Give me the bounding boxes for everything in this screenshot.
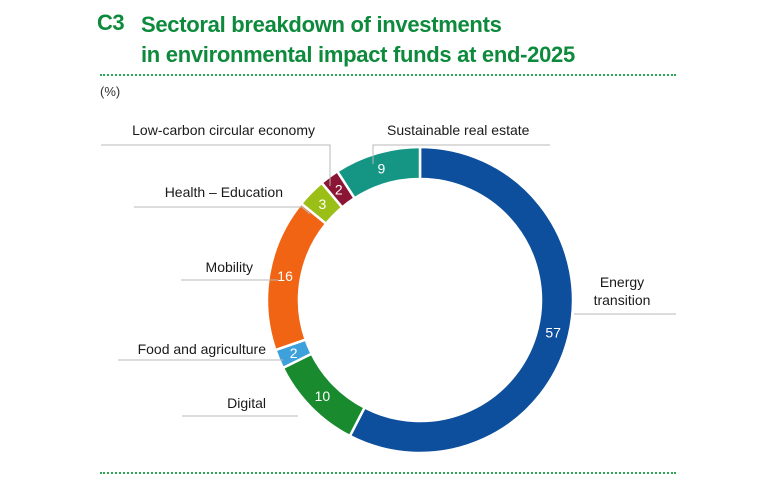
category-label-low-carbon-circular-economy: Low-carbon circular economy <box>132 122 315 138</box>
category-label-line: Sustainable real estate <box>387 122 530 138</box>
value-label-food-and-agriculture: 2 <box>290 345 298 361</box>
category-label-line: Low-carbon circular economy <box>132 122 315 138</box>
category-label-digital: Digital <box>227 395 266 411</box>
slice-sustainable-real-estate <box>335 145 422 200</box>
category-label-mobility: Mobility <box>206 259 253 275</box>
value-label-mobility: 16 <box>277 268 293 284</box>
category-label-line: Digital <box>227 395 266 411</box>
category-label-sustainable-real-estate: Sustainable real estate <box>387 122 530 138</box>
value-label-sustainable-real-estate: 9 <box>378 161 386 177</box>
chart-title-line-2: in environmental impact funds at end-202… <box>141 42 575 67</box>
slice-energy-transition <box>348 145 575 455</box>
value-label-energy-transition: 57 <box>545 324 561 340</box>
category-label-food-and-agriculture: Food and agriculture <box>138 341 267 357</box>
chart-number: C3 <box>97 10 125 35</box>
value-label-low-carbon-circular-economy: 2 <box>335 182 343 198</box>
category-label-line: transition <box>594 292 651 308</box>
category-label-line: Mobility <box>206 259 253 275</box>
value-label-digital: 10 <box>315 388 331 404</box>
bottom-divider <box>100 472 676 474</box>
category-labels: Energy transition Digital Food and agricult… <box>132 122 650 411</box>
category-label-line: Health – Education <box>165 184 283 200</box>
leader-sustainable-real-estate <box>372 144 550 164</box>
chart-title-line-1: Sectoral breakdown of investments <box>141 12 502 37</box>
leader-low-carbon-circular-economy <box>101 144 331 186</box>
leader-lines <box>101 144 676 417</box>
chart-title: Sectoral breakdown of investments in env… <box>141 10 575 70</box>
donut-slices <box>265 145 575 455</box>
category-label-energy-transition: Energy transition <box>594 274 651 308</box>
category-label-line: Food and agriculture <box>138 341 267 357</box>
slice-mobility <box>265 201 328 352</box>
top-divider <box>100 74 676 76</box>
leader-health-education <box>134 206 311 215</box>
category-label-line: Energy <box>600 274 644 290</box>
unit-label: (%) <box>100 84 121 99</box>
category-label-health-education: Health – Education <box>165 184 283 200</box>
value-label-health-education: 3 <box>318 196 326 212</box>
